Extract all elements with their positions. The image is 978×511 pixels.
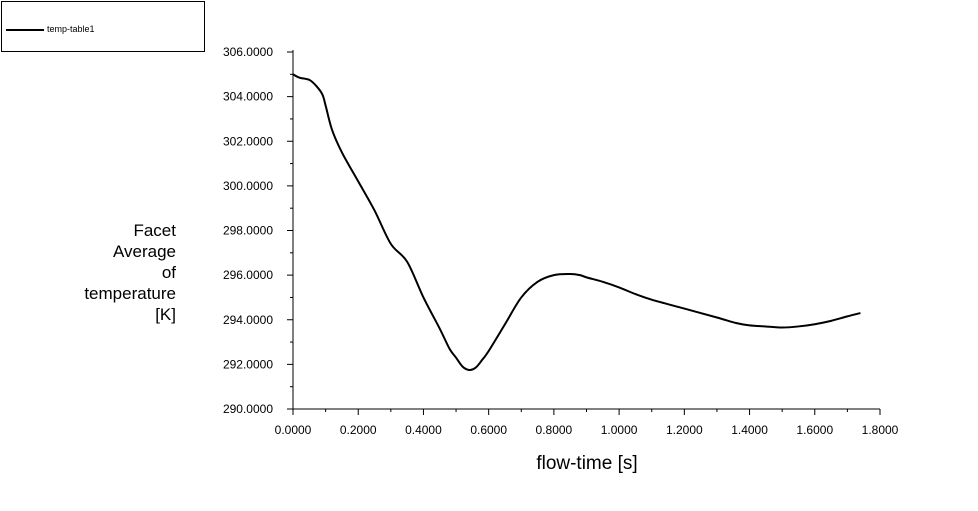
x-tick-label: 1.6000 <box>796 423 833 437</box>
x-tick-label: 0.2000 <box>340 423 377 437</box>
y-tick-label: 306.0000 <box>223 45 273 59</box>
x-tick-label: 1.8000 <box>862 423 899 437</box>
y-axis-label-line: [K] <box>155 305 176 324</box>
x-tick-label: 0.6000 <box>470 423 507 437</box>
x-tick-label: 0.8000 <box>536 423 573 437</box>
x-tick-label: 0.4000 <box>405 423 442 437</box>
y-tick-label: 290.0000 <box>223 402 273 416</box>
x-axis-label: flow-time [s] <box>536 453 637 474</box>
x-tick-label: 1.4000 <box>731 423 768 437</box>
x-tick-label: 1.0000 <box>601 423 638 437</box>
series <box>292 73 861 371</box>
y-axis-label-line: Average <box>112 242 176 261</box>
axes <box>292 50 880 410</box>
y-tick-label: 304.0000 <box>223 90 273 104</box>
legend-box: temp-table1 <box>1 1 205 52</box>
y-tick-label: 300.0000 <box>223 179 273 193</box>
y-axis-label: Facet Average of temperature [K] <box>40 220 176 325</box>
y-axis-label-line: of <box>161 263 176 282</box>
y-tick-label: 302.0000 <box>223 134 273 148</box>
y-tick-label: 296.0000 <box>223 268 273 282</box>
y-tick-label: 292.0000 <box>223 357 273 371</box>
legend-line-swatch <box>6 29 44 31</box>
x-tick-label: 1.2000 <box>666 423 703 437</box>
y-tick-label: 298.0000 <box>223 224 273 238</box>
ticks: 290.0000 292.0000 294.0000 296.0000 298.0000… <box>223 45 899 437</box>
y-tick-label: 294.0000 <box>223 313 273 327</box>
y-axis-label-line: temperature <box>84 284 176 303</box>
legend-label: temp-table1 <box>47 24 95 34</box>
y-axis-label-line: Facet <box>133 221 176 240</box>
series-line <box>292 73 861 371</box>
x-tick-label: 0.0000 <box>275 423 312 437</box>
